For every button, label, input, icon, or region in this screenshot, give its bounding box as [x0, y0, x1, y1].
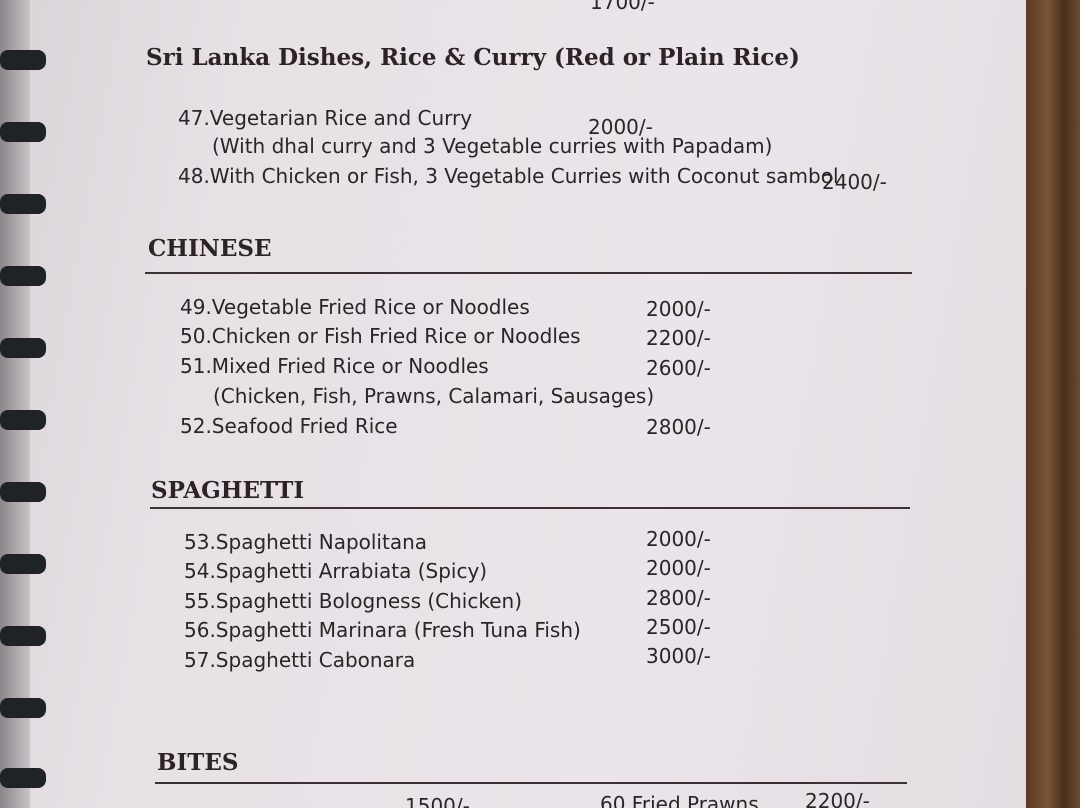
section-title: BITES	[157, 749, 239, 776]
section-title: SPAGHETTI	[151, 477, 305, 504]
price: 1500/-	[405, 794, 470, 808]
item-name: 53.Spaghetti Napolitana	[184, 530, 428, 554]
price: 2200/-	[646, 326, 711, 350]
item-name: 47.Vegetarian Rice and Curry	[178, 106, 473, 130]
coil	[0, 482, 46, 502]
item-name: 50.Chicken or Fish Fried Rice or Noodles	[180, 324, 581, 348]
price: 2400/-	[822, 170, 887, 194]
item-note: (Chicken, Fish, Prawns, Calamari, Sausag…	[213, 384, 655, 408]
item-name: 51.Mixed Fried Rice or Noodles	[180, 354, 489, 378]
item-name: 55.Spaghetti Bologness (Chicken)	[184, 589, 522, 613]
coil	[0, 410, 46, 430]
item-name: 60 Fried Prawns	[600, 792, 759, 808]
rule	[145, 272, 912, 274]
rule	[150, 507, 910, 509]
coil	[0, 50, 46, 70]
item-note: (With dhal curry and 3 Vegetable curries…	[212, 134, 773, 158]
coil	[0, 554, 46, 574]
price: 3000/-	[646, 644, 711, 668]
price: 2200/-	[805, 789, 870, 808]
rule	[155, 782, 907, 784]
table-edge	[1026, 0, 1080, 808]
price: 2600/-	[646, 356, 711, 380]
price: 2000/-	[588, 115, 653, 139]
price: 2800/-	[646, 415, 711, 439]
price: 2000/-	[646, 527, 711, 551]
coil	[0, 194, 46, 214]
coil	[0, 626, 46, 646]
coil	[0, 698, 46, 718]
price: 1700/-	[590, 0, 655, 14]
coil	[0, 768, 46, 788]
item-name: 48.With Chicken or Fish, 3 Vegetable Cur…	[178, 164, 839, 188]
coil	[0, 122, 46, 142]
coil	[0, 266, 46, 286]
coil	[0, 338, 46, 358]
item-name: 49.Vegetable Fried Rice or Noodles	[180, 295, 530, 319]
item-name: 52.Seafood Fried Rice	[180, 414, 398, 438]
price: 2500/-	[646, 615, 711, 639]
section-title: CHINESE	[148, 235, 272, 262]
price: 2000/-	[646, 297, 711, 321]
item-name: 54.Spaghetti Arrabiata (Spicy)	[184, 559, 488, 583]
price: 2800/-	[646, 586, 711, 610]
item-name: 56.Spaghetti Marinara (Fresh Tuna Fish)	[184, 618, 581, 642]
item-name: 57.Spaghetti Cabonara	[184, 648, 416, 672]
price: 2000/-	[646, 556, 711, 580]
section-title: Sri Lanka Dishes, Rice & Curry (Red or P…	[146, 44, 800, 71]
